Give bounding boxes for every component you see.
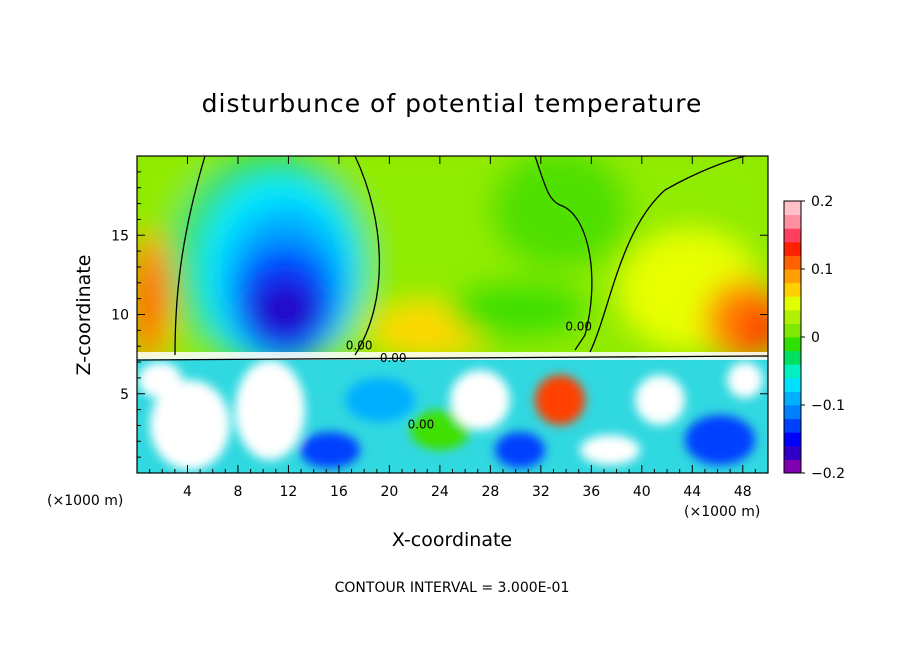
x-tick-label: 44	[683, 484, 701, 500]
y-tick-label: 10	[111, 308, 129, 324]
colorbar-tick-label: 0.2	[811, 194, 833, 210]
x-tick-label: 20	[380, 484, 398, 500]
colorbar-swatch	[784, 201, 801, 216]
heatmap-field	[137, 156, 768, 473]
x-tick-label: 4	[183, 484, 192, 500]
colorbar-swatch	[784, 391, 801, 406]
x-axis-title: X-coordinate	[392, 529, 512, 551]
colorbar-swatch	[784, 459, 801, 474]
colorbar-tick-label: 0	[811, 330, 820, 346]
colorbar-swatch	[784, 418, 801, 433]
colorbar-swatch	[784, 282, 801, 297]
y-axis-title: Z-coordinate	[73, 255, 95, 376]
colorbar-swatch	[784, 432, 801, 447]
colorbar-swatch	[784, 377, 801, 392]
x-tick-label: 40	[633, 484, 651, 500]
y-tick-label: 15	[111, 228, 129, 244]
x-tick-label: 28	[481, 484, 499, 500]
colorbar-swatch	[784, 323, 801, 338]
x-tick-label: 12	[280, 484, 298, 500]
x-unit-label: (×1000 m)	[684, 504, 760, 520]
colorbar-tick-label: −0.2	[811, 466, 845, 482]
contour-lines	[137, 156, 768, 361]
contour-label: 0.00	[346, 338, 373, 352]
colorbar-swatch	[784, 296, 801, 311]
colorbar-swatch	[784, 214, 801, 229]
colorbar-swatch	[784, 337, 801, 352]
x-tick-label: 48	[734, 484, 752, 500]
contour-labels: 0.00 0.00 0.00 0.00	[346, 319, 592, 431]
chart-title: disturbunce of potential temperature	[202, 89, 703, 118]
colorbar-swatch	[784, 255, 801, 270]
x-tick-label: 32	[532, 484, 550, 500]
contour-interval-note: CONTOUR INTERVAL = 3.000E-01	[335, 580, 570, 596]
colorbar-swatch	[784, 445, 801, 460]
contour-label: 0.00	[380, 351, 407, 365]
colorbar-tick-label: −0.1	[811, 398, 845, 414]
colorbar-swatch	[784, 241, 801, 256]
x-tick-label: 16	[330, 484, 348, 500]
colorbar-ticks: 0.2 0.1 0 −0.1 −0.2	[801, 194, 845, 482]
x-tick-label: 8	[233, 484, 242, 500]
colorbar-swatch	[784, 228, 801, 243]
colorbar-tick-label: 0.1	[811, 262, 833, 278]
x-tick-label: 36	[582, 484, 600, 500]
contour-label: 0.00	[565, 319, 592, 333]
colorbar-swatch	[784, 269, 801, 284]
y-axis-ticks: 5 10 15	[111, 171, 768, 458]
z-unit-label: (×1000 m)	[47, 493, 123, 509]
x-tick-label: 24	[431, 484, 449, 500]
contour-label: 0.00	[408, 418, 435, 432]
colorbar-swatch	[784, 350, 801, 365]
colorbar-swatch	[784, 405, 801, 420]
y-tick-label: 5	[120, 387, 129, 403]
colorbar-swatch	[784, 309, 801, 324]
colorbar-swatch	[784, 364, 801, 379]
colorbar	[784, 201, 801, 474]
x-axis-ticks: 4 8 12 16 20 24 28 32 36 40 44 48	[149, 156, 756, 500]
